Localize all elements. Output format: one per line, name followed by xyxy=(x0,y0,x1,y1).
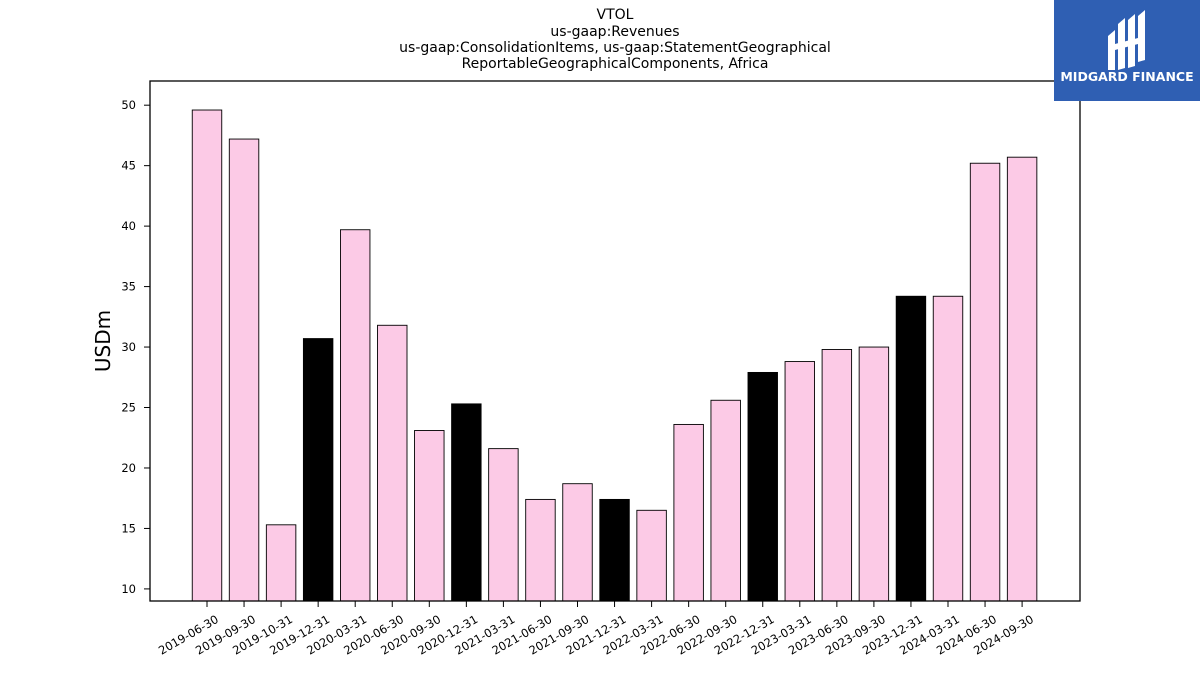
y-axis: 10 15 20 25 30 35 40 45 50 xyxy=(121,98,150,596)
bar-2023-12-31 xyxy=(895,295,927,602)
bar-2022-03-31 xyxy=(636,509,667,602)
chart-title-line-2: us-gaap:Revenues xyxy=(550,24,680,40)
bar-2021-06-30 xyxy=(525,498,556,602)
bars-group xyxy=(191,109,1038,602)
bar-2020-03-31 xyxy=(340,229,371,602)
y-tick-label-10: 10 xyxy=(121,582,136,596)
bar-2020-12-31 xyxy=(451,403,482,602)
bar-2020-09-30 xyxy=(414,430,445,602)
chart-title-line-3: us-gaap:ConsolidationItems, us-gaap:Stat… xyxy=(399,40,831,56)
y-tick-label-20: 20 xyxy=(121,461,136,475)
logo-text: MIDGARD FINANCE xyxy=(1060,69,1193,84)
bar-2023-06-30 xyxy=(821,349,853,602)
bar-2019-10-31 xyxy=(265,524,297,602)
bar-2024-06-30 xyxy=(969,162,1001,602)
y-axis-label: USDm xyxy=(91,310,115,372)
bar-2024-09-30 xyxy=(1006,156,1038,602)
bar-2019-12-31 xyxy=(302,338,334,602)
y-tick-label-50: 50 xyxy=(121,98,136,112)
y-tick-label-45: 45 xyxy=(121,159,136,173)
y-tick-label-30: 30 xyxy=(121,340,136,354)
y-tick-label-25: 25 xyxy=(121,401,136,415)
bar-2024-03-31 xyxy=(932,295,964,602)
bar-2021-12-31 xyxy=(599,498,630,602)
x-axis: 2019-06-302019-09-302019-10-312019-12-31… xyxy=(156,601,1036,658)
bar-2021-09-30 xyxy=(562,483,593,602)
bar-2023-09-30 xyxy=(858,346,890,602)
chart-title-line-1: VTOL xyxy=(596,7,634,23)
bar-2021-03-31 xyxy=(488,448,519,602)
y-tick-label-35: 35 xyxy=(121,280,136,294)
bar-2019-06-30 xyxy=(191,109,223,602)
bar-2022-06-30 xyxy=(673,423,704,602)
midgard-finance-logo: MIDGARD FINANCE xyxy=(1054,0,1200,101)
y-tick-label-15: 15 xyxy=(121,521,136,535)
logo-background xyxy=(1054,0,1200,101)
chart-title-line-4: ReportableGeographicalComponents, Africa xyxy=(461,56,769,72)
bar-2022-09-30 xyxy=(710,399,741,602)
y-tick-label-40: 40 xyxy=(121,219,136,233)
bar-2019-09-30 xyxy=(228,138,260,602)
bar-2023-03-31 xyxy=(784,361,815,602)
logo-mark-icon xyxy=(1108,10,1145,70)
bar-2020-06-30 xyxy=(377,324,408,602)
bar-2022-12-31 xyxy=(747,371,778,602)
